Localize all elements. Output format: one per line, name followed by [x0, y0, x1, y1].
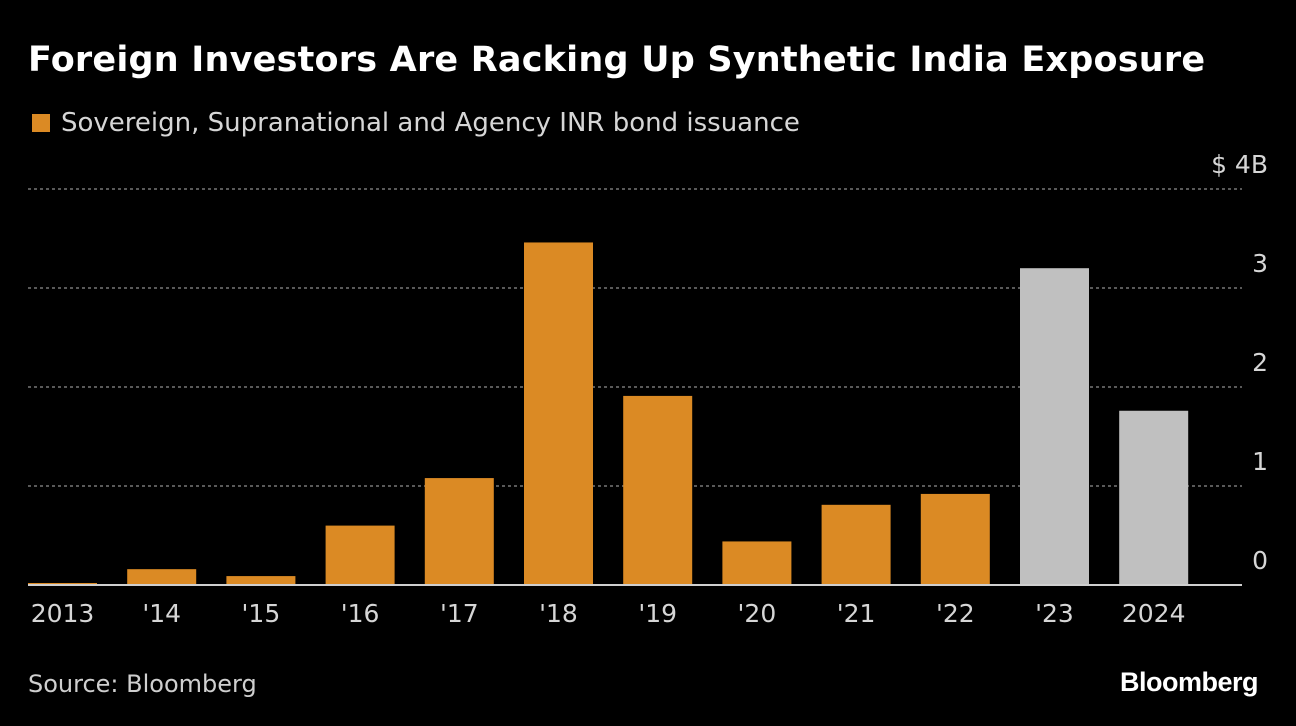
bar-2024: [1119, 410, 1189, 585]
x-tick-label: '17: [440, 599, 479, 628]
x-tick-label: '19: [638, 599, 677, 628]
x-tick-label: '14: [142, 599, 181, 628]
legend-label: Sovereign, Supranational and Agency INR …: [61, 108, 800, 138]
source-note: Source: Bloomberg: [28, 670, 257, 698]
bar-17: [424, 478, 494, 585]
y-tick-label: 0: [1252, 546, 1268, 575]
legend-swatch: [32, 114, 50, 132]
x-tick-label: '15: [242, 599, 281, 628]
bar-16: [325, 525, 395, 585]
y-tick-label: $ 4B: [1211, 150, 1268, 179]
x-tick-label: 2013: [31, 599, 95, 628]
bar-22: [920, 493, 990, 585]
y-tick-label: 1: [1252, 447, 1268, 476]
bar-14: [127, 569, 197, 585]
chart-title: Foreign Investors Are Racking Up Synthet…: [28, 40, 1206, 80]
bar-20: [722, 541, 792, 585]
y-tick-label: 3: [1252, 249, 1268, 278]
bar-18: [524, 242, 593, 585]
x-tick-label: '22: [936, 599, 975, 628]
legend: Sovereign, Supranational and Agency INR …: [32, 108, 800, 138]
x-tick-label: '23: [1035, 599, 1074, 628]
x-tick-label: 2024: [1122, 599, 1186, 628]
bar-19: [623, 395, 693, 585]
bar-21: [821, 504, 891, 585]
x-tick-label: '21: [837, 599, 876, 628]
bloomberg-logo: Bloomberg: [1119, 667, 1259, 697]
bar-15: [226, 576, 296, 585]
x-tick-label: '20: [738, 599, 777, 628]
bar-23: [1020, 268, 1089, 585]
y-tick-label: 2: [1252, 348, 1268, 377]
x-tick-label: '18: [539, 599, 578, 628]
x-tick-label: '16: [341, 599, 380, 628]
